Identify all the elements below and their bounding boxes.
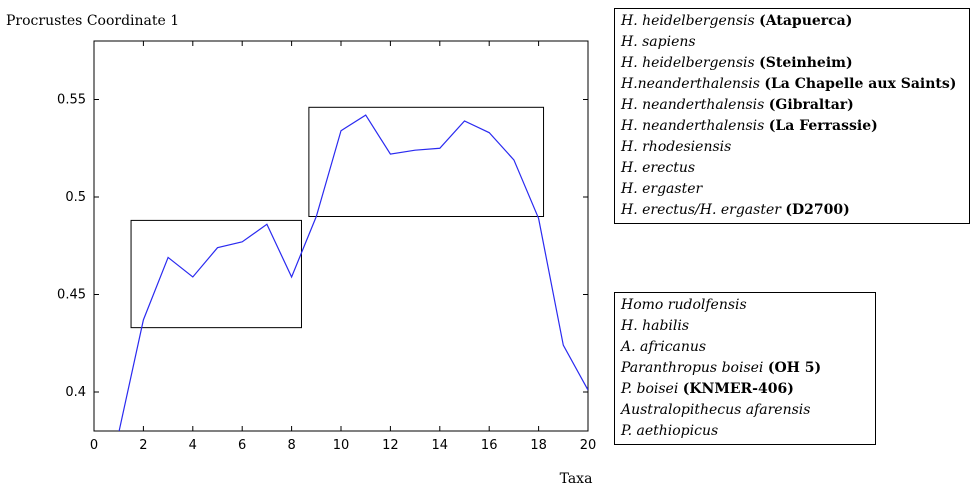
legend-entry: H. habilis	[621, 316, 869, 337]
x-axis-label: Taxa	[560, 471, 593, 487]
legend-taxon: P. aethiopicus	[621, 423, 719, 439]
legend-taxon: H. heidelbergensis	[621, 13, 755, 29]
x-tick-label: 4	[189, 438, 197, 453]
legend-entry: A. africanus	[621, 337, 869, 358]
legend-specimen: (La Ferrassie)	[768, 118, 878, 134]
legend-specimen: (KNMER-406)	[682, 381, 794, 397]
y-tick-label: 0.45	[57, 288, 86, 303]
series-group	[118, 114, 588, 431]
x-tick-label: 0	[90, 438, 98, 453]
grouping-boxes	[130, 106, 545, 329]
legend-taxon: Paranthropus boisei	[621, 360, 764, 376]
grouping-box	[130, 219, 302, 329]
plot-area	[93, 40, 589, 432]
legend-entry: H.neanderthalensis (La Chapelle aux Sain…	[621, 74, 963, 95]
x-tick-label: 2	[139, 438, 147, 453]
series-line	[118, 114, 588, 431]
chart-title: Procrustes Coordinate 1	[6, 13, 179, 29]
legend-entry: H. ergaster	[621, 179, 963, 200]
x-axis: 0 2 4 6 8 10 12 14 16 18 20	[90, 41, 596, 453]
legend-entry: H. sapiens	[621, 32, 963, 53]
legend-entry: P. aethiopicus	[621, 421, 869, 442]
legend-entry: H. heidelbergensis (Steinheim)	[621, 53, 963, 74]
legend-entry: H. rhodesiensis	[621, 137, 963, 158]
legend-entry: P. boisei (KNMER-406)	[621, 379, 869, 400]
legend-taxon: H. neanderthalensis	[621, 97, 765, 113]
legend-specimen: (Gibraltar)	[768, 97, 854, 113]
legend-entry: H. neanderthalensis (Gibraltar)	[621, 95, 963, 116]
legend-taxon: A. africanus	[621, 339, 707, 355]
x-tick-label: 12	[382, 438, 399, 453]
legend-taxon: P. boisei	[621, 381, 679, 397]
x-tick-label: 16	[481, 438, 498, 453]
legend-entry: Australopithecus afarensis	[621, 400, 869, 421]
legend-entry: Paranthropus boisei (OH 5)	[621, 358, 869, 379]
y-tick-label: 0.5	[65, 190, 86, 205]
y-tick-label: 0.4	[65, 385, 86, 400]
legend-taxon: Australopithecus afarensis	[621, 402, 811, 418]
x-tick-label: 20	[580, 438, 597, 453]
legend-taxon: H. habilis	[621, 318, 690, 334]
legend-taxon: H. sapiens	[621, 34, 696, 50]
x-tick-label: 18	[530, 438, 547, 453]
legend-specimen: (D2700)	[785, 202, 850, 218]
legend-specimen: (OH 5)	[767, 360, 822, 376]
legend-entry: H. neanderthalensis (La Ferrassie)	[621, 116, 963, 137]
legend-group-homo: H. heidelbergensis (Atapuerca) H. sapiens…	[614, 8, 970, 224]
legend-taxon: H. neanderthalensis	[621, 118, 765, 134]
x-tick-label: 14	[432, 438, 449, 453]
legend-entry: H. heidelbergensis (Atapuerca)	[621, 11, 963, 32]
legend-taxon: Homo rudolfensis	[621, 297, 747, 313]
legend-taxon: H. ergaster	[621, 181, 703, 197]
legend-entry: H. erectus/H. ergaster (D2700)	[621, 200, 963, 221]
x-tick-label: 10	[333, 438, 350, 453]
legend-taxon: H. erectus/H. ergaster	[621, 202, 781, 218]
x-tick-label: 6	[238, 438, 246, 453]
legend-specimen: (La Chapelle aux Saints)	[764, 76, 957, 92]
legend-specimen: (Steinheim)	[759, 55, 853, 71]
legend-taxon: H. rhodesiensis	[621, 139, 732, 155]
legend-entry: H. erectus	[621, 158, 963, 179]
legend-specimen: (Atapuerca)	[759, 13, 853, 29]
legend-taxon: H.neanderthalensis	[621, 76, 760, 92]
legend-taxon: H. heidelbergensis	[621, 55, 755, 71]
legend-taxon: H. erectus	[621, 160, 696, 176]
x-tick-label: 8	[287, 438, 295, 453]
legend-entry: Homo rudolfensis	[621, 295, 869, 316]
y-axis: 0.4 0.45 0.5 0.55	[57, 93, 588, 400]
grouping-box	[308, 106, 545, 217]
y-tick-label: 0.55	[57, 93, 86, 108]
legend-group-early-hominins: Homo rudolfensis H. habilis A. africanus Pa…	[614, 292, 876, 445]
